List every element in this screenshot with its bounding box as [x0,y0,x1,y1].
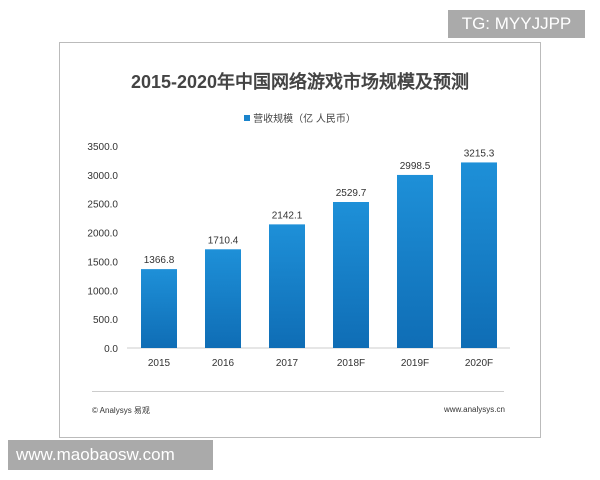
y-tick-label: 500.0 [93,315,118,326]
footer-divider [92,391,504,392]
y-tick-label: 3000.0 [87,171,118,182]
copyright: © Analysys 易观 [92,406,150,415]
chart-title: 2015-2020年中国网络游戏市场规模及预测 [130,72,470,92]
bar [269,224,305,348]
data-label: 1366.8 [144,255,175,266]
legend-label: 营收规模（亿 人民币） [253,114,356,125]
legend: 营收规模（亿 人民币） [0,110,600,125]
y-tick-label: 1500.0 [87,257,118,268]
data-label: 2142.1 [272,210,303,221]
x-tick-label: 2019F [401,358,429,369]
data-label: 2998.5 [400,161,431,172]
watermark-bottom: www.maobaosw.com [8,440,213,470]
y-tick-label: 3500.0 [87,142,118,153]
bar [141,269,177,348]
bar [205,249,241,348]
x-tick-label: 2015 [148,358,171,369]
bar [397,174,433,348]
bar [461,162,497,348]
x-tick-label: 2020F [465,358,493,369]
bar [333,202,369,348]
y-tick-label: 2000.0 [87,229,118,240]
x-tick-label: 2018F [337,358,365,369]
x-tick-label: 2016 [212,358,235,369]
data-label: 2529.7 [336,188,367,199]
y-tick-label: 0.0 [104,344,118,355]
data-label: 3215.3 [464,148,495,159]
data-label: 1710.4 [208,235,239,246]
watermark-top: TG: MYYJJPP [448,10,585,38]
x-tick-label: 2017 [276,358,299,369]
y-tick-label: 2500.0 [87,200,118,211]
y-tick-label: 1000.0 [87,286,118,297]
legend-swatch [244,115,251,121]
source-site: www.analysys.cn [444,405,505,414]
